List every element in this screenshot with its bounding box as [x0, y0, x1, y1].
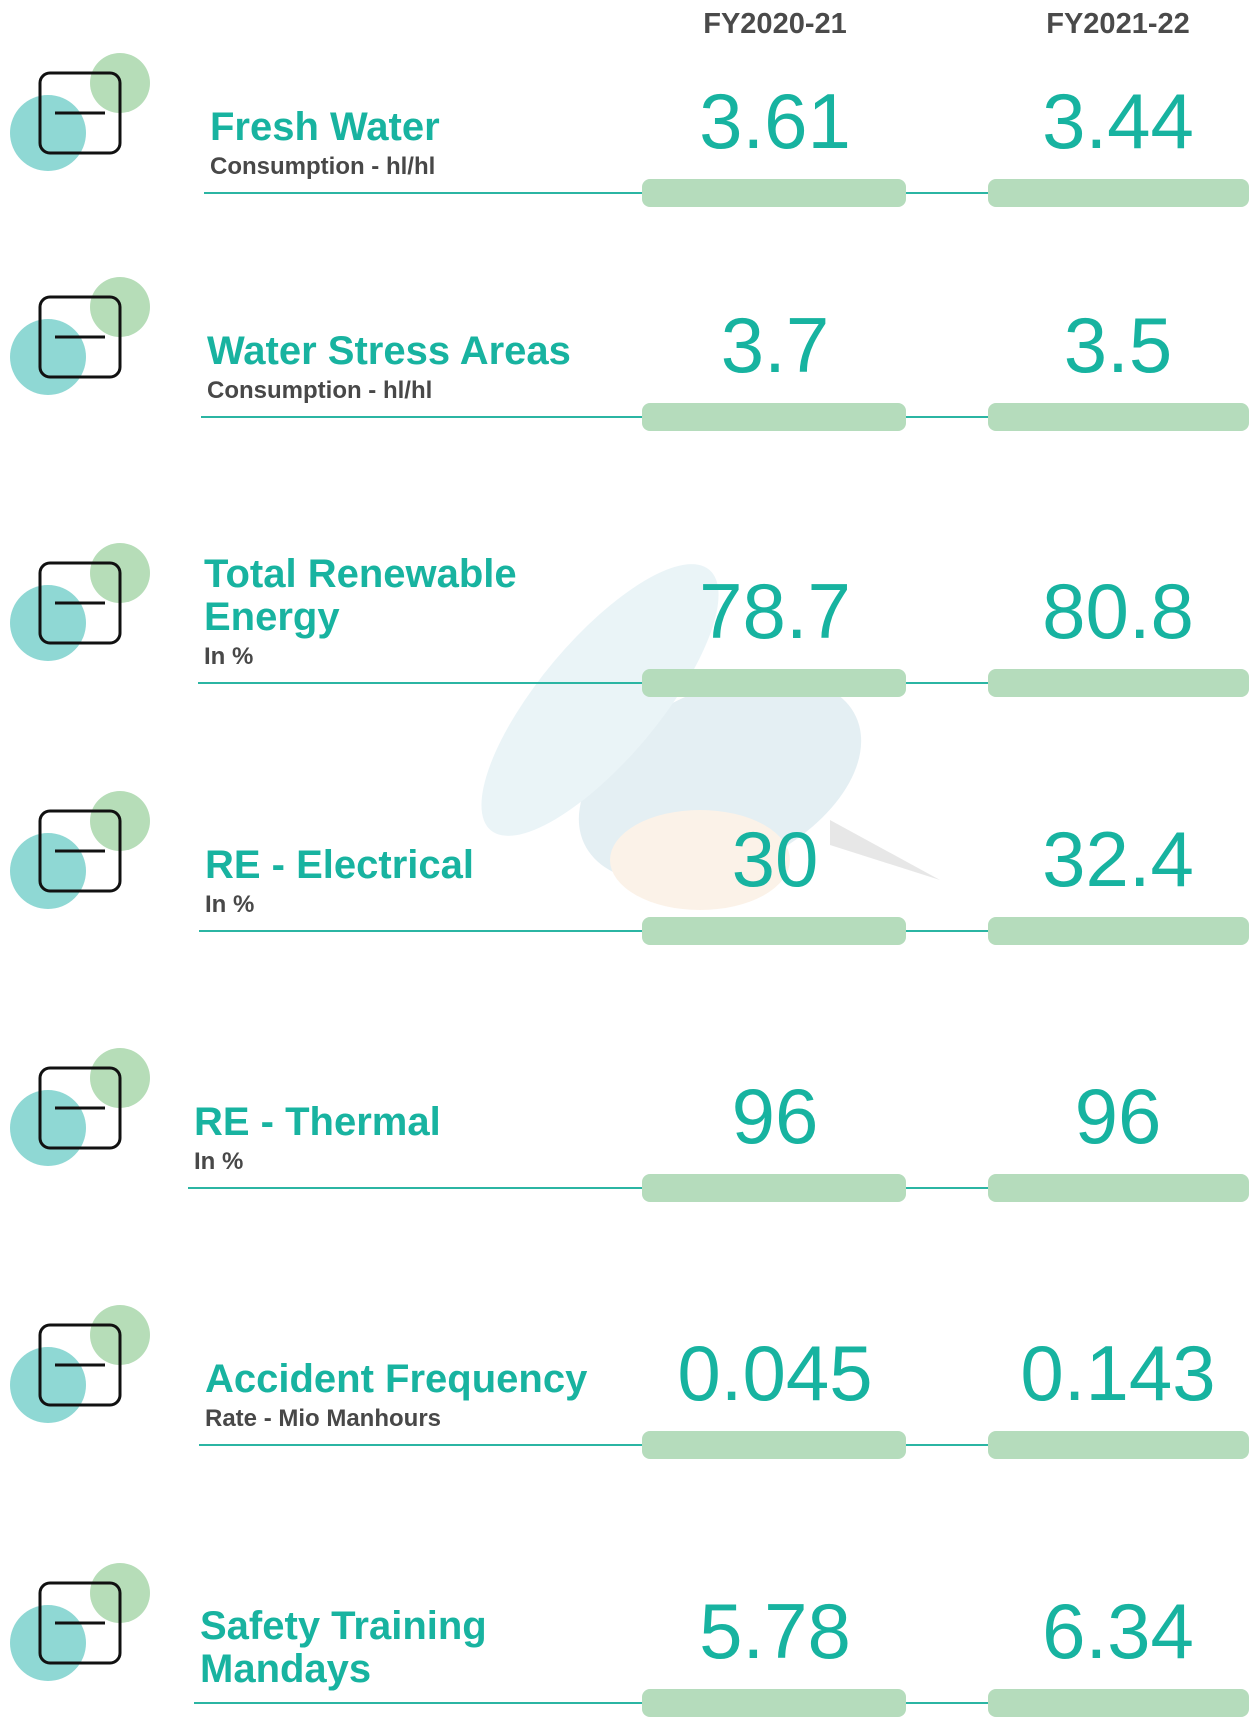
value-bar	[988, 403, 1249, 431]
metric-subtitle: Consumption - hl/hl	[210, 153, 436, 180]
value-bar	[988, 1174, 1249, 1202]
metric-value: 96	[731, 1072, 819, 1160]
value-bar	[642, 917, 906, 945]
metric-value: 30	[731, 815, 819, 903]
metric-value: 6.34	[1042, 1587, 1194, 1675]
metric-title: RE - Electrical	[205, 843, 475, 887]
value-bar	[642, 403, 906, 431]
metric-value: 3.44	[1042, 77, 1194, 165]
row-icon	[10, 1048, 150, 1166]
row-icon	[10, 543, 150, 661]
metric-label: Total Renewable Energy In %	[204, 553, 659, 671]
metric-value: 5.78	[699, 1587, 851, 1675]
icons	[10, 53, 150, 1681]
metric-value: 80.8	[1042, 567, 1194, 655]
metric-subtitle: Consumption - hl/hl	[207, 377, 433, 404]
metric-label: Fresh Water Consumption - hl/hl	[210, 106, 665, 181]
value-bar	[642, 1689, 906, 1717]
value-bar	[988, 1689, 1249, 1717]
value-bar	[642, 669, 906, 697]
metric-subtitle: In %	[204, 643, 254, 670]
metric-value: 3.7	[720, 301, 830, 389]
metric-title: Fresh Water	[210, 105, 440, 149]
metric-title: Safety Training Mandays	[200, 1604, 487, 1691]
metric-label: Water Stress Areas Consumption - hl/hl	[207, 330, 662, 405]
metric-subtitle: In %	[194, 1148, 244, 1175]
row-icon	[10, 791, 150, 909]
value-bar	[988, 669, 1249, 697]
metric-title: Water Stress Areas	[207, 329, 571, 373]
metric-subtitle: Rate - Mio Manhours	[205, 1405, 442, 1432]
value-bar	[988, 179, 1249, 207]
metric-label: RE - Thermal In %	[194, 1101, 649, 1176]
value-bar	[642, 179, 906, 207]
metric-label: Safety Training Mandays	[200, 1605, 655, 1691]
row-icon	[10, 277, 150, 395]
value-bar	[642, 1431, 906, 1459]
metric-value: 32.4	[1042, 815, 1194, 903]
column-header: FY2021-22	[1046, 8, 1190, 40]
metric-value: 0.045	[677, 1329, 873, 1417]
metric-title: RE - Thermal	[194, 1100, 441, 1144]
row-icon	[10, 53, 150, 171]
metric-value: 0.143	[1020, 1329, 1216, 1417]
metric-label: Accident Frequency Rate - Mio Manhours	[205, 1358, 660, 1433]
column-header: FY2020-21	[703, 8, 847, 40]
value-bar	[642, 1174, 906, 1202]
metric-title: Total Renewable Energy	[204, 552, 517, 639]
metric-label: RE - Electrical In %	[205, 844, 660, 919]
metric-value: 96	[1074, 1072, 1162, 1160]
row-icon	[10, 1563, 150, 1681]
metric-value: 78.7	[699, 567, 851, 655]
value-bar	[988, 1431, 1249, 1459]
metric-value: 3.5	[1063, 301, 1173, 389]
metric-title: Accident Frequency	[205, 1357, 588, 1401]
bird-watermark	[481, 564, 940, 910]
value-bar	[988, 917, 1249, 945]
metric-subtitle: In %	[205, 891, 255, 918]
metric-value: 3.61	[699, 77, 851, 165]
row-icon	[10, 1305, 150, 1423]
